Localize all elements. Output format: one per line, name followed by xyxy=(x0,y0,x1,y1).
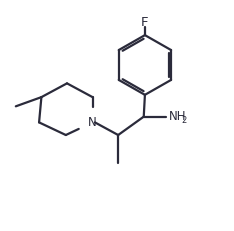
Text: 2: 2 xyxy=(181,116,186,125)
Text: F: F xyxy=(141,16,149,29)
Text: N: N xyxy=(88,116,97,129)
Text: NH: NH xyxy=(169,110,187,123)
